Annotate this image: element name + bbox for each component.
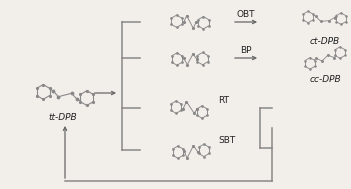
Text: RT: RT bbox=[218, 96, 229, 105]
Text: ct-DPB: ct-DPB bbox=[310, 37, 340, 46]
Text: cc-DPB: cc-DPB bbox=[309, 75, 341, 84]
Text: BP: BP bbox=[240, 46, 252, 55]
Text: tt-DPB: tt-DPB bbox=[49, 113, 77, 122]
Text: OBT: OBT bbox=[237, 10, 255, 19]
Text: SBT: SBT bbox=[218, 136, 235, 145]
